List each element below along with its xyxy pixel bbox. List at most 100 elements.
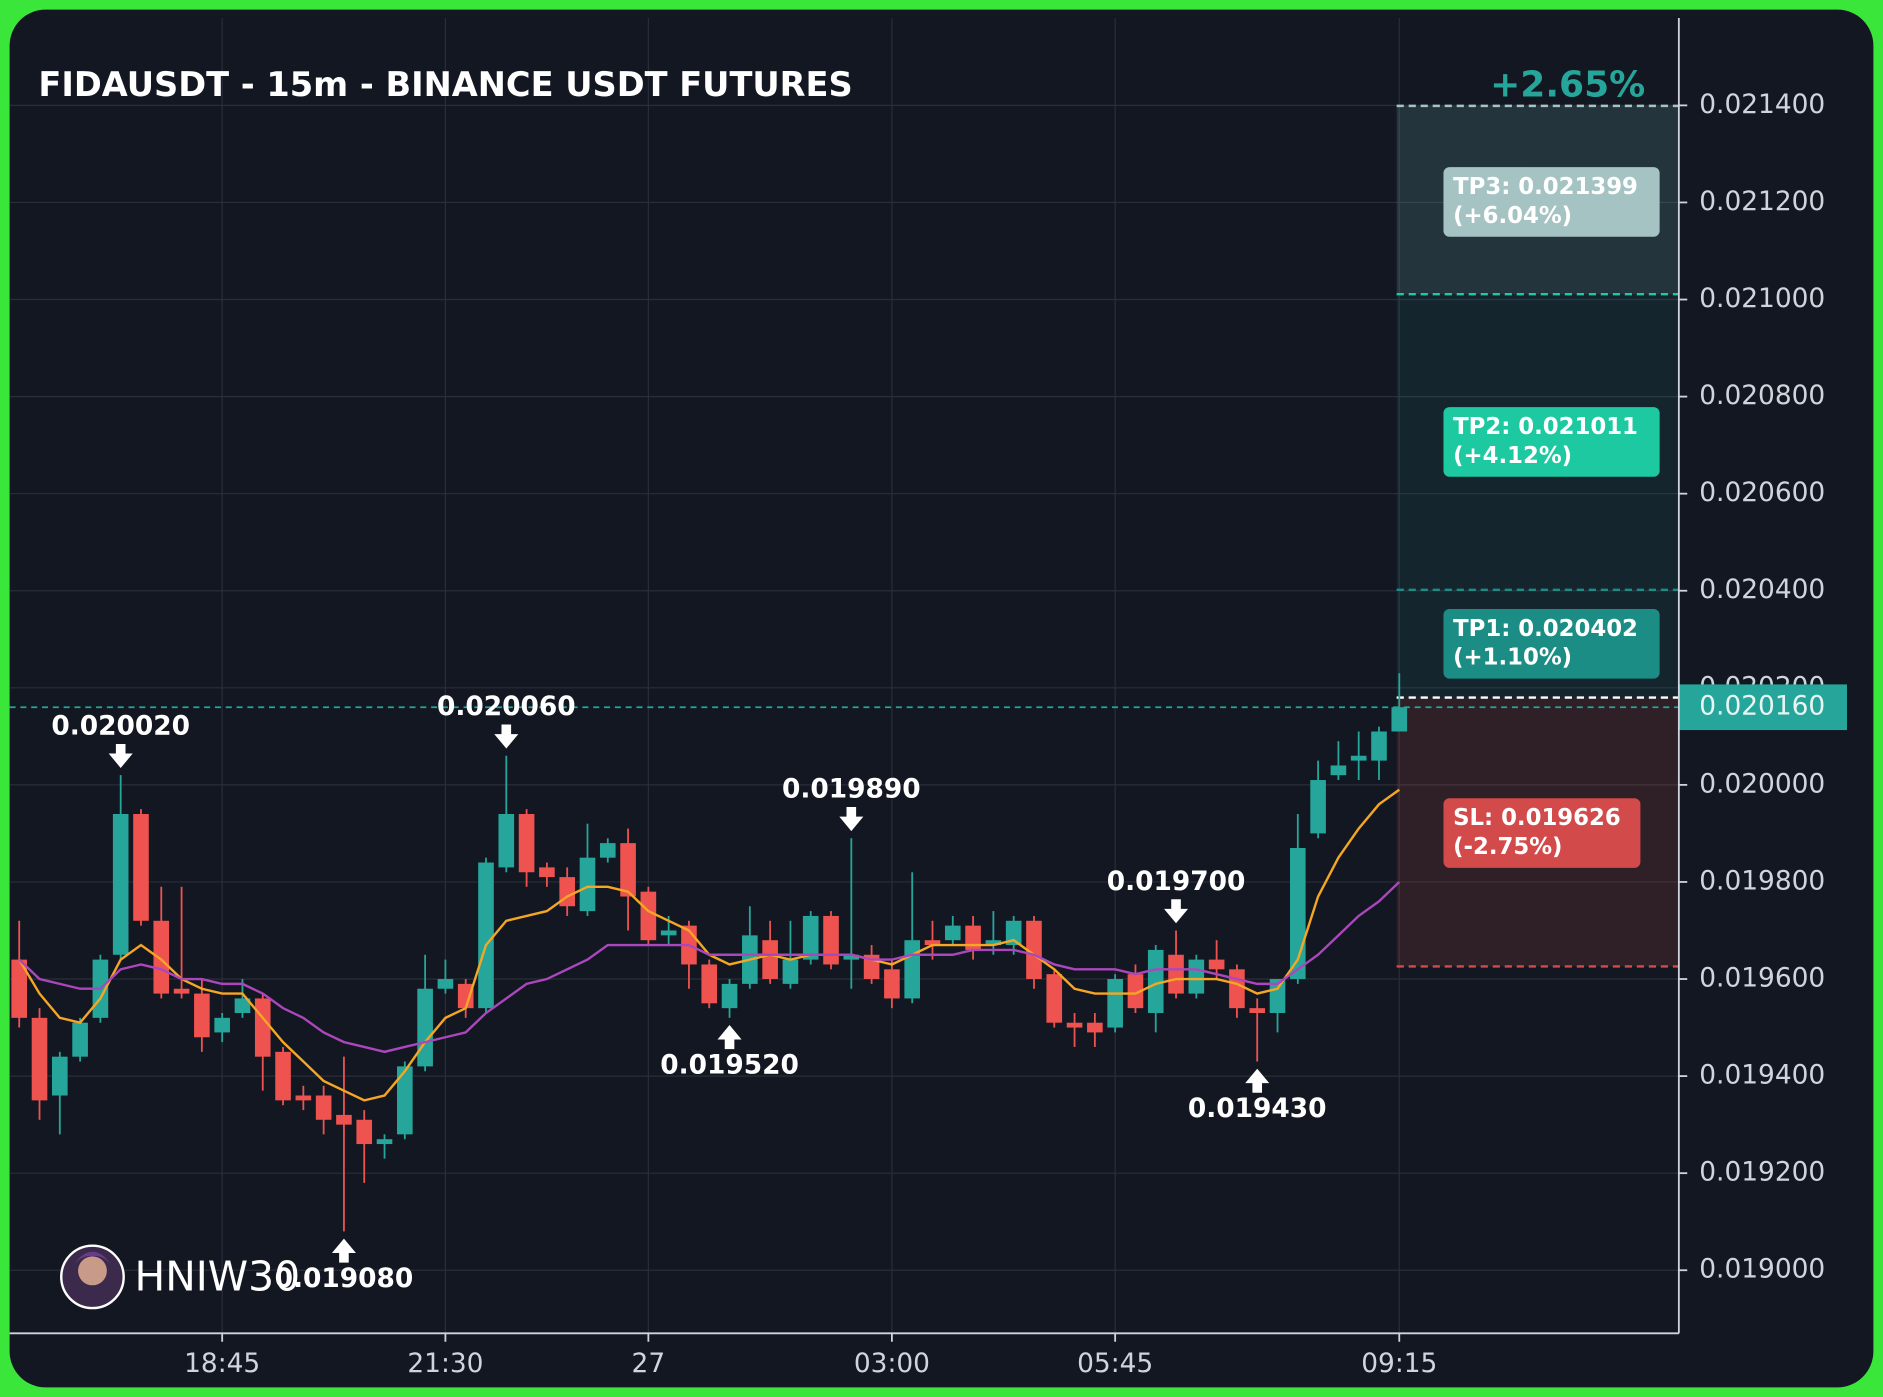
candle-body — [112, 814, 129, 955]
candle-body — [1087, 1022, 1103, 1033]
level-label: TP3: 0.021399 — [1453, 174, 1638, 200]
candle-body — [721, 983, 738, 1009]
candle-body — [417, 988, 433, 1067]
candle-body — [234, 998, 251, 1014]
x-tick-label: 05:45 — [1077, 1348, 1153, 1379]
x-tick-label: 03:00 — [854, 1348, 930, 1379]
last-price-box — [1678, 684, 1847, 731]
candle-body — [1269, 979, 1286, 1014]
candle-body — [620, 843, 636, 897]
level-label: TP1: 0.020402 — [1453, 616, 1638, 642]
candle-body — [478, 862, 494, 1009]
y-tick-label: 0.020600 — [1699, 477, 1825, 508]
candle-body — [985, 940, 1002, 946]
y-tick-label: 0.019600 — [1699, 963, 1825, 994]
y-tick-label: 0.019400 — [1699, 1060, 1825, 1091]
candle-body — [72, 1022, 88, 1057]
annotation-label: 0.019430 — [1188, 1093, 1327, 1124]
candle-body — [275, 1051, 291, 1101]
candle-body — [782, 959, 799, 984]
candle-body — [1391, 707, 1408, 732]
candle-body — [214, 1017, 230, 1033]
moving-averages — [18, 788, 1401, 1102]
candle-body — [843, 954, 860, 960]
candle-body — [762, 940, 778, 980]
x-tick-label: 21:30 — [407, 1348, 483, 1379]
candle-body — [944, 925, 961, 941]
candle-body — [153, 920, 170, 994]
annotation-arrow — [108, 743, 133, 768]
candle-body — [802, 915, 819, 960]
candle-body — [11, 959, 28, 1018]
candle-body — [1147, 949, 1164, 1014]
candle-body — [1330, 765, 1347, 776]
watermark: HNIW30 — [135, 1252, 301, 1300]
candle-body — [254, 998, 271, 1057]
candle-body — [884, 969, 900, 999]
level-change: (-2.75%) — [1453, 834, 1562, 860]
candle-body — [31, 1017, 48, 1101]
candle-body — [1005, 920, 1022, 946]
candle-body — [518, 814, 535, 873]
candle-body — [1046, 974, 1063, 1023]
y-tick-label: 0.021000 — [1699, 283, 1825, 314]
y-tick-label: 0.021400 — [1699, 89, 1825, 120]
candle-body — [1229, 969, 1245, 1009]
candle-body — [640, 891, 657, 941]
level-change: (+4.12%) — [1453, 443, 1572, 469]
y-tick-label: 0.021200 — [1699, 186, 1825, 217]
candle-body — [315, 1095, 332, 1120]
candle-body — [1249, 1008, 1266, 1014]
x-tick-label: 09:15 — [1361, 1348, 1437, 1379]
candle-body — [904, 940, 921, 999]
candle-body — [965, 925, 981, 950]
x-tick-label: 18:45 — [184, 1348, 260, 1379]
candle-body — [1188, 959, 1205, 994]
annotation-label: 0.019520 — [660, 1049, 799, 1080]
level-box — [1443, 608, 1660, 679]
annotation-arrow — [839, 807, 864, 832]
chart-title: FIDAUSDT - 15m - BINANCE USDT FUTURES — [38, 65, 852, 104]
level-box — [1443, 798, 1641, 868]
level-label: SL: 0.019626 — [1453, 805, 1621, 831]
candle-body — [376, 1139, 393, 1145]
candle-body — [336, 1114, 352, 1125]
y-tick-label: 0.019200 — [1699, 1157, 1825, 1188]
candle-body — [498, 814, 515, 868]
candle-body — [356, 1119, 373, 1145]
level-change: (+6.04%) — [1453, 203, 1572, 229]
candle-body — [1168, 954, 1184, 994]
annotation-label: 0.020060 — [437, 691, 576, 722]
last-price-label: 0.020160 — [1699, 691, 1825, 722]
grid — [9, 18, 1688, 1334]
candle-body — [1350, 755, 1367, 761]
candle-body — [295, 1095, 312, 1101]
avatar-face — [78, 1256, 107, 1286]
y-tick-label: 0.019800 — [1699, 865, 1825, 896]
candle-body — [823, 915, 839, 965]
candle-body — [397, 1066, 413, 1135]
candle-body — [133, 814, 149, 921]
candle-body — [539, 867, 555, 878]
annotation-arrow — [331, 1238, 356, 1263]
annotation-arrow — [1164, 899, 1189, 924]
annotation-label: 0.019890 — [782, 774, 921, 805]
candle-body — [701, 964, 718, 1004]
y-tick-label: 0.020000 — [1699, 768, 1825, 799]
annotation-label: 0.019700 — [1107, 866, 1246, 897]
candle-body — [1208, 959, 1225, 970]
annotation-arrow — [494, 724, 519, 749]
y-tick-label: 0.020400 — [1699, 574, 1825, 605]
overlays: 0.019000 0.019200 0.019400 0.019600 0.019800… — [9, 89, 1847, 1379]
candle-body — [51, 1056, 68, 1096]
candle-body — [1127, 974, 1144, 1009]
annotation-arrow — [717, 1025, 742, 1050]
level-change: (+1.10%) — [1453, 645, 1572, 671]
annotation-label: 0.019080 — [275, 1263, 414, 1294]
performance: +2.65% — [1490, 64, 1645, 105]
y-tick-label: 0.020800 — [1699, 380, 1825, 411]
level-label: TP2: 0.021011 — [1453, 414, 1638, 440]
candle-body — [599, 843, 616, 858]
